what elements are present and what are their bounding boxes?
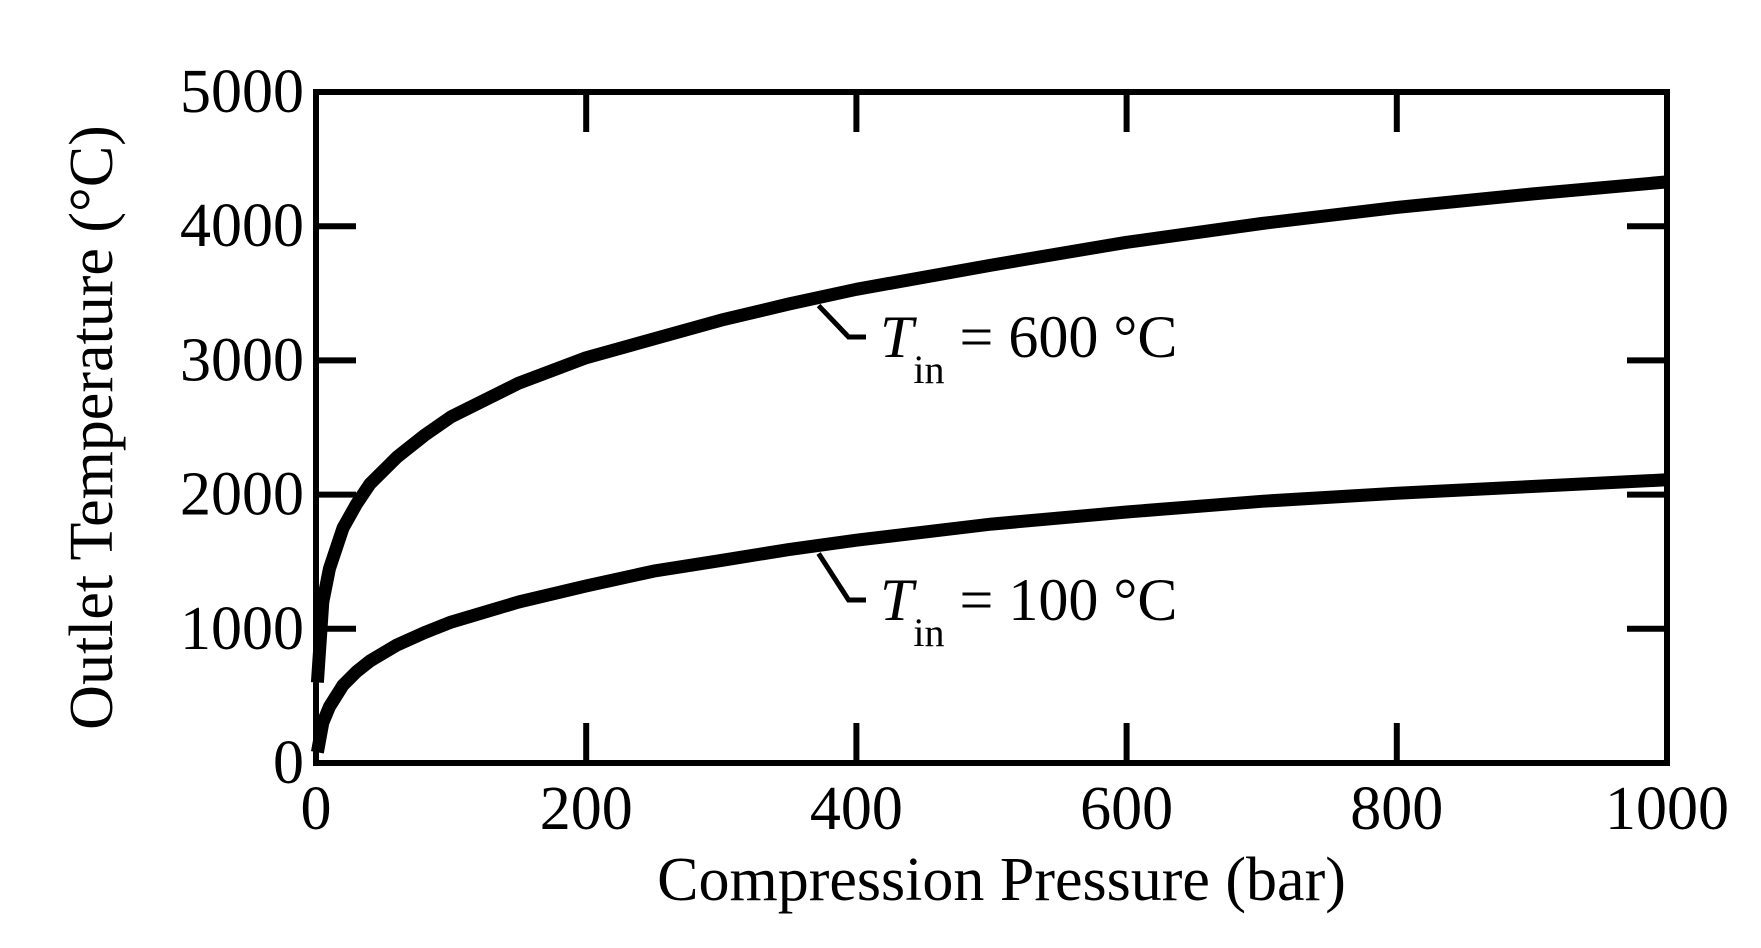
x-tick-label: 0 [301,775,332,843]
curve-labels: Tin = 600 °C Tin = 100 °C [816,303,1177,655]
y-tick-label: 3000 [180,326,304,394]
y-tick-label: 5000 [180,58,304,126]
curve-label: Tin = 600 °C [880,304,1177,392]
y-tick-label: 1000 [180,595,304,663]
plot-area [313,89,1670,766]
y-tick-label: 4000 [180,192,304,260]
x-tick-label: 400 [810,775,903,843]
curves [310,175,1668,754]
x-axis-title: Compression Pressure (bar) [657,846,1346,914]
x-tick-label: 600 [1080,775,1173,843]
tick-labels: 0 200 400 600 800 1000 0 1000 2000 3000 4000 5000 [180,58,1729,843]
curve-label-leader [816,552,866,603]
curve-label-leader [816,303,866,340]
y-axis-title: Outlet Temperature (°C) [58,125,126,730]
x-tick-label: 200 [540,775,633,843]
x-tick-label: 800 [1350,775,1443,843]
y-tick-label: 0 [273,729,304,797]
ticks [316,92,1667,763]
series-line-1 [311,473,1668,754]
plot-frame [313,89,1670,766]
y-tick-label: 2000 [180,461,304,529]
series-line-0 [310,175,1668,683]
curve-label: Tin = 100 °C [880,567,1177,655]
x-tick-label: 1000 [1605,775,1729,843]
